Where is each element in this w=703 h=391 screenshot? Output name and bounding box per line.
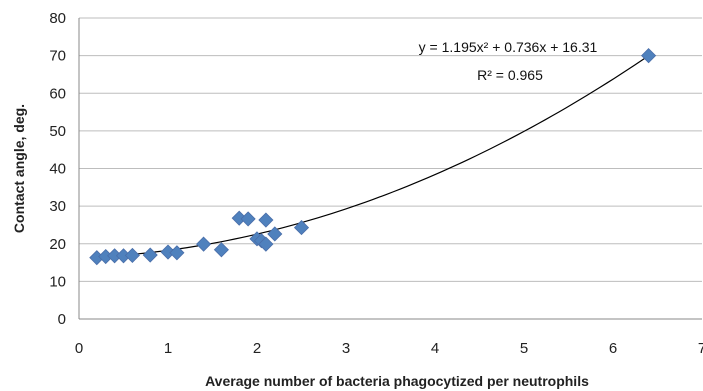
x-tick-label: 1 (164, 340, 172, 357)
data-points (89, 48, 657, 266)
x-tick-label: 6 (609, 340, 617, 357)
y-tick-label: 80 (49, 10, 66, 27)
data-point (240, 211, 256, 227)
data-point (213, 242, 229, 258)
x-tick-label: 4 (431, 340, 439, 357)
y-axis-title: Contact angle, deg. (11, 104, 27, 233)
x-axis-title: Average number of bacteria phagocytized … (205, 373, 589, 389)
data-point (267, 226, 283, 242)
data-point (124, 247, 140, 263)
x-tick-label: 2 (253, 340, 261, 357)
data-point (258, 212, 274, 228)
y-tick-label: 30 (49, 198, 66, 215)
data-point (258, 236, 274, 252)
x-tick-label: 5 (520, 340, 528, 357)
data-point (169, 245, 185, 261)
x-tick-labels: 0 1 2 3 4 5 6 7 (75, 340, 703, 357)
x-tick-label: 7 (698, 340, 703, 357)
data-point (293, 220, 310, 236)
y-tick-label: 10 (49, 273, 66, 290)
y-tick-label: 20 (49, 236, 66, 253)
trendline-equation: y = 1.195x² + 0.736x + 16.31 (419, 39, 598, 55)
y-tick-label: 0 (58, 311, 66, 328)
trendline (96, 55, 649, 258)
y-tick-labels: 0 10 20 30 40 50 60 70 80 (49, 10, 66, 328)
x-tick-label: 0 (75, 340, 83, 357)
data-point (196, 236, 212, 252)
y-tick-label: 40 (49, 161, 66, 178)
grid-lines (79, 17, 702, 282)
x-tick-label: 3 (342, 340, 350, 357)
data-point (641, 48, 657, 64)
y-tick-label: 70 (49, 48, 66, 65)
y-tick-label: 60 (49, 85, 66, 102)
y-tick-label: 50 (49, 123, 66, 140)
r-squared-label: R² = 0.965 (477, 67, 543, 83)
data-point (142, 247, 158, 263)
